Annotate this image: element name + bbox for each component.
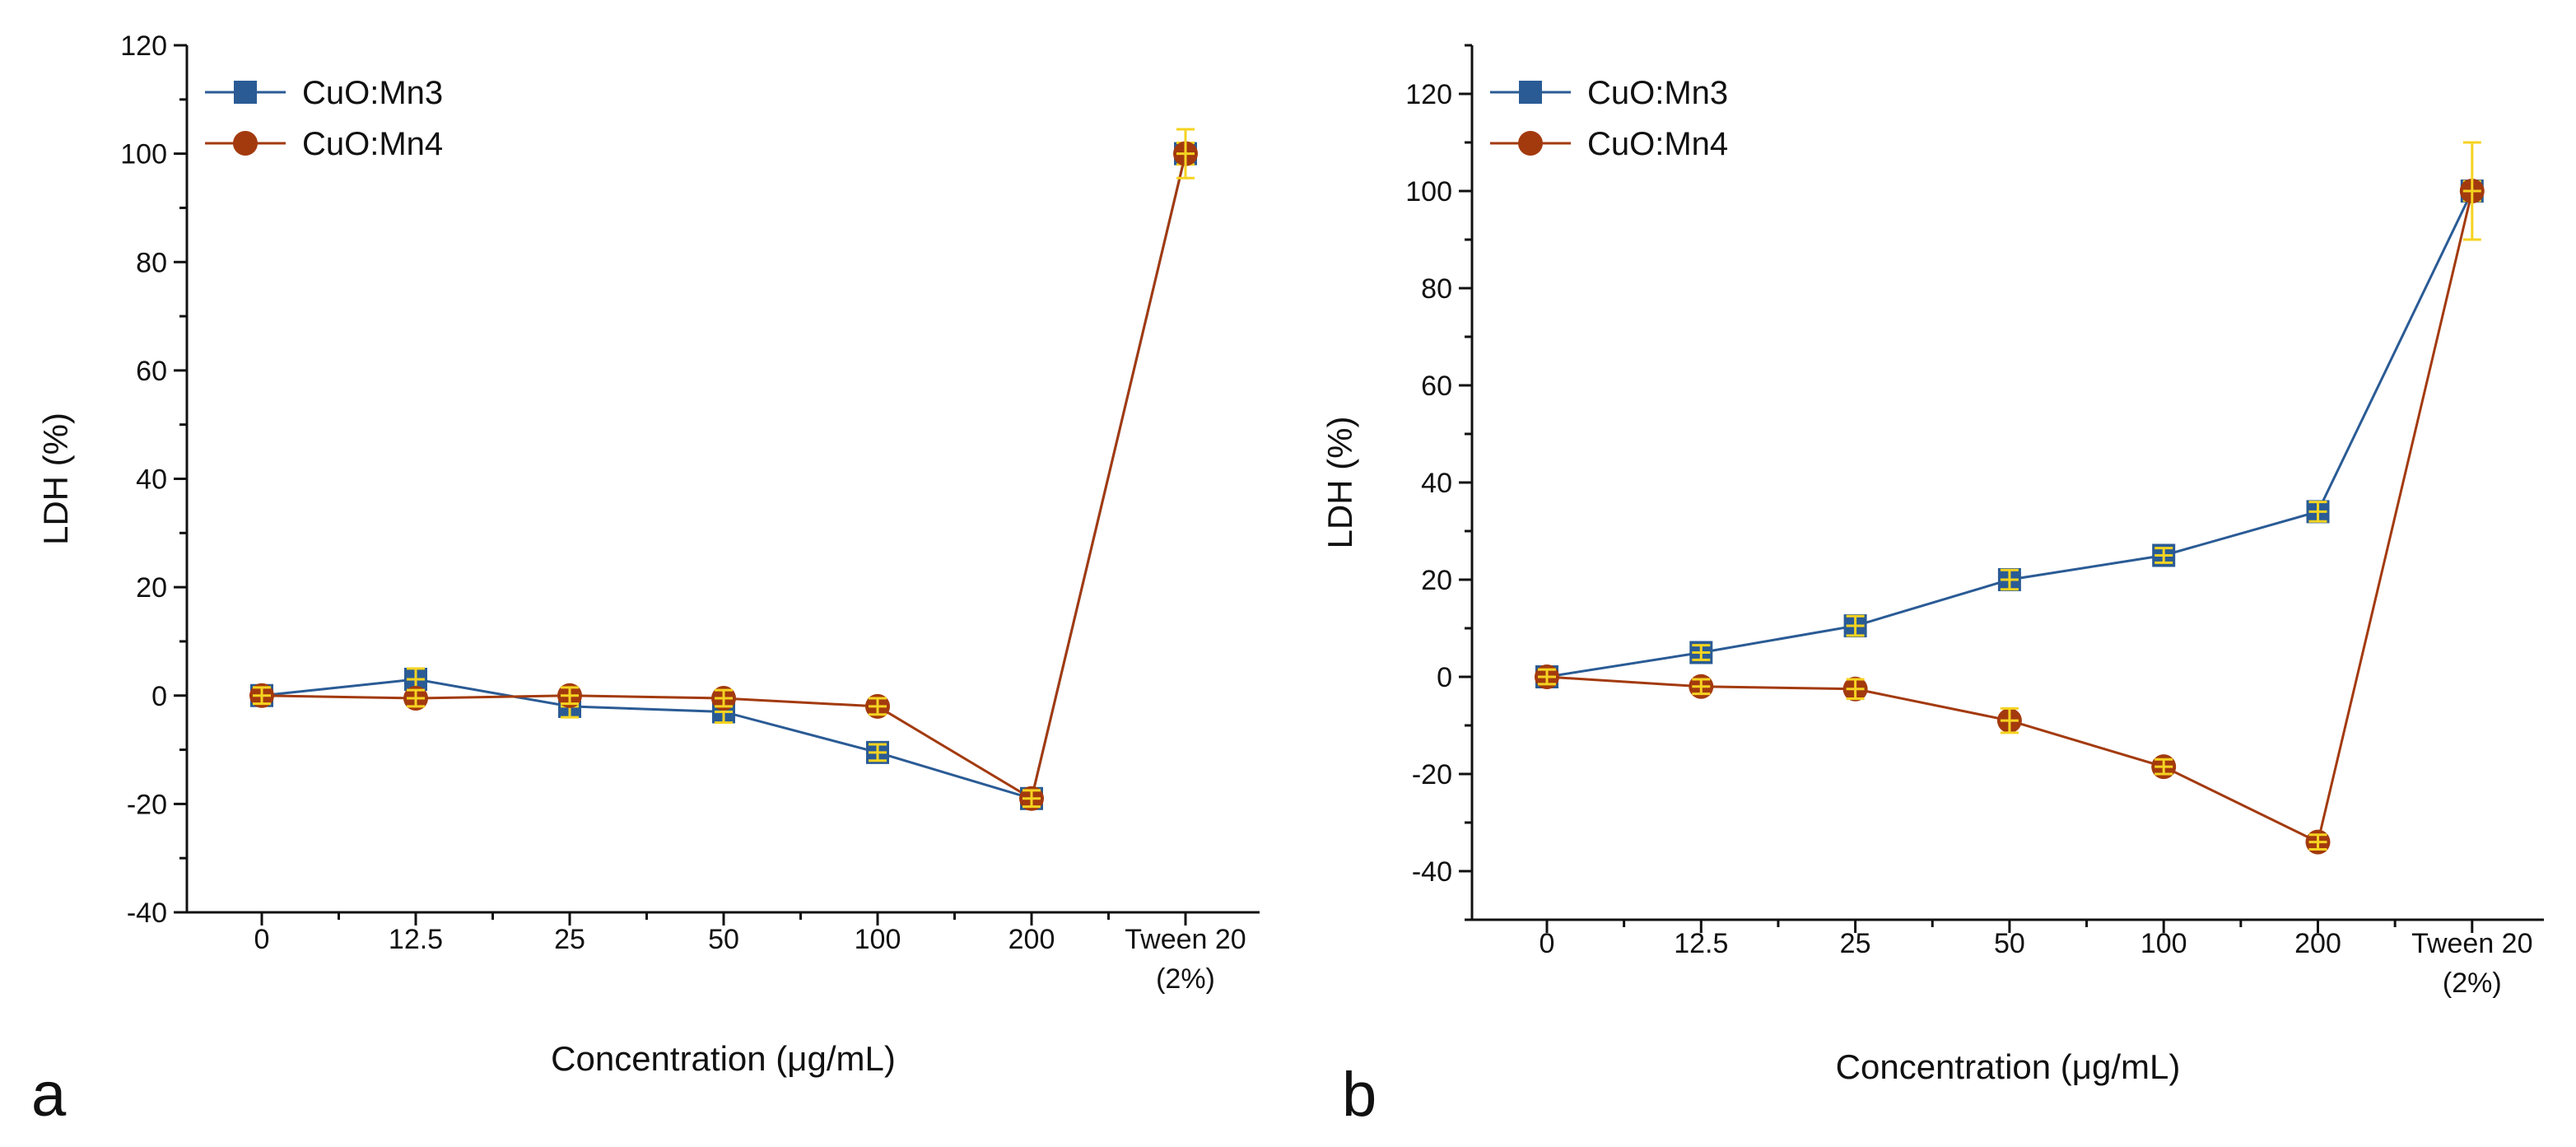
y-tick-label: 80 — [1421, 273, 1452, 305]
x-tick-label: 50 — [1994, 928, 2025, 959]
y-tick-label: 120 — [1405, 79, 1452, 110]
x-tick-label: Tween 20 — [1125, 924, 1246, 955]
legend-marker-square — [234, 81, 257, 104]
legend-marker-circle — [1518, 131, 1543, 156]
x-tick-label: 12.5 — [389, 924, 443, 955]
y-tick-label: 100 — [1405, 176, 1452, 207]
y-tick-label: -40 — [1412, 856, 1452, 888]
y-tick-label: 40 — [1421, 468, 1452, 499]
y-tick-label: 20 — [1421, 565, 1452, 596]
panel-letter: b — [1342, 1060, 1377, 1130]
x-tick-label: 100 — [2140, 928, 2187, 959]
x-tick-label-line2: (2%) — [2443, 967, 2502, 999]
chart-panel-b: -40 -20 0 20 40 60 80 100 120 0 12.5 25 50 100 200 Twee… — [1321, 44, 2544, 1130]
y-tick-label: -20 — [1412, 759, 1452, 790]
y-tick-label: -20 — [127, 789, 167, 820]
x-tick-label: 100 — [855, 924, 901, 955]
x-axis-title: Concentration (μg/mL) — [1836, 1047, 2181, 1086]
legend-marker-circle — [233, 131, 258, 156]
y-axis-title: LDH (%) — [1321, 416, 1359, 548]
x-tick-label: 200 — [1009, 924, 1055, 955]
y-tick-label: 100 — [120, 139, 167, 170]
series-line — [1546, 190, 2474, 678]
y-tick-label: 120 — [120, 30, 167, 62]
x-tick-label: Tween 20 — [2411, 928, 2532, 959]
x-tick-label: 200 — [2294, 928, 2341, 959]
y-tick-label: 0 — [1437, 662, 1452, 693]
y-tick-label: -40 — [127, 898, 167, 929]
y-tick-label: 20 — [136, 572, 167, 604]
legend-marker-square — [1519, 81, 1542, 104]
panel-letter: a — [31, 1060, 67, 1130]
legend-label: CuO:Mn4 — [302, 126, 443, 162]
y-tick-label: 60 — [136, 356, 167, 387]
legend-label: CuO:Mn3 — [302, 75, 443, 111]
x-tick-label: 25 — [1840, 928, 1871, 959]
y-tick-label: 40 — [136, 464, 167, 496]
y-tick-label: 80 — [136, 247, 167, 278]
x-tick-label: 0 — [254, 924, 270, 955]
x-tick-label: 50 — [708, 924, 739, 955]
x-tick-label: 0 — [1540, 928, 1555, 959]
x-tick-label: 25 — [554, 924, 585, 955]
legend-label: CuO:Mn4 — [1587, 126, 1728, 162]
chart-panel-a: -40 -20 0 20 40 60 80 100 120 0 12.5 25 50 100 200 Twee… — [31, 30, 1260, 1130]
legend-label: CuO:Mn3 — [1587, 75, 1728, 111]
y-tick-label: 0 — [151, 681, 167, 712]
y-tick-label: 60 — [1421, 371, 1452, 402]
series-line — [1546, 190, 2474, 844]
x-tick-label-line2: (2%) — [1156, 963, 1215, 995]
y-axis-title: LDH (%) — [36, 413, 75, 545]
x-axis-title: Concentration (μg/mL) — [551, 1039, 896, 1078]
x-tick-label: 12.5 — [1674, 928, 1728, 959]
